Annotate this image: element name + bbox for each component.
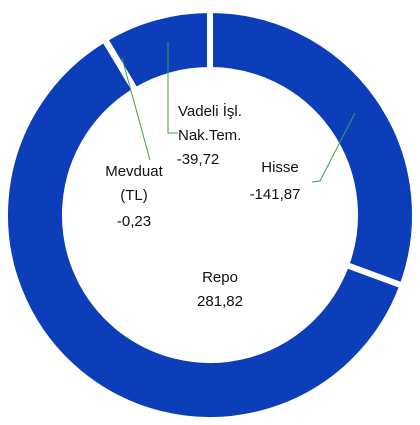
value-label: -39,72 bbox=[176, 151, 220, 168]
value-label: -0,23 bbox=[116, 213, 152, 230]
leader-line bbox=[167, 42, 178, 134]
slice bbox=[100, 6, 213, 95]
value-label: -141,87 bbox=[249, 186, 301, 203]
category-label: Vadeli İşl. Nak.Tem. bbox=[178, 103, 242, 144]
leader-line bbox=[311, 112, 356, 183]
category-label: Mevduat (TL) bbox=[105, 163, 163, 204]
category-label: Hisse bbox=[261, 159, 299, 176]
slice bbox=[207, 6, 418, 290]
category-label: Repo bbox=[202, 269, 238, 286]
value-label: 281,82 bbox=[197, 293, 243, 310]
slices bbox=[2, 6, 418, 423]
leader-line bbox=[121, 57, 151, 161]
slice bbox=[2, 35, 407, 423]
